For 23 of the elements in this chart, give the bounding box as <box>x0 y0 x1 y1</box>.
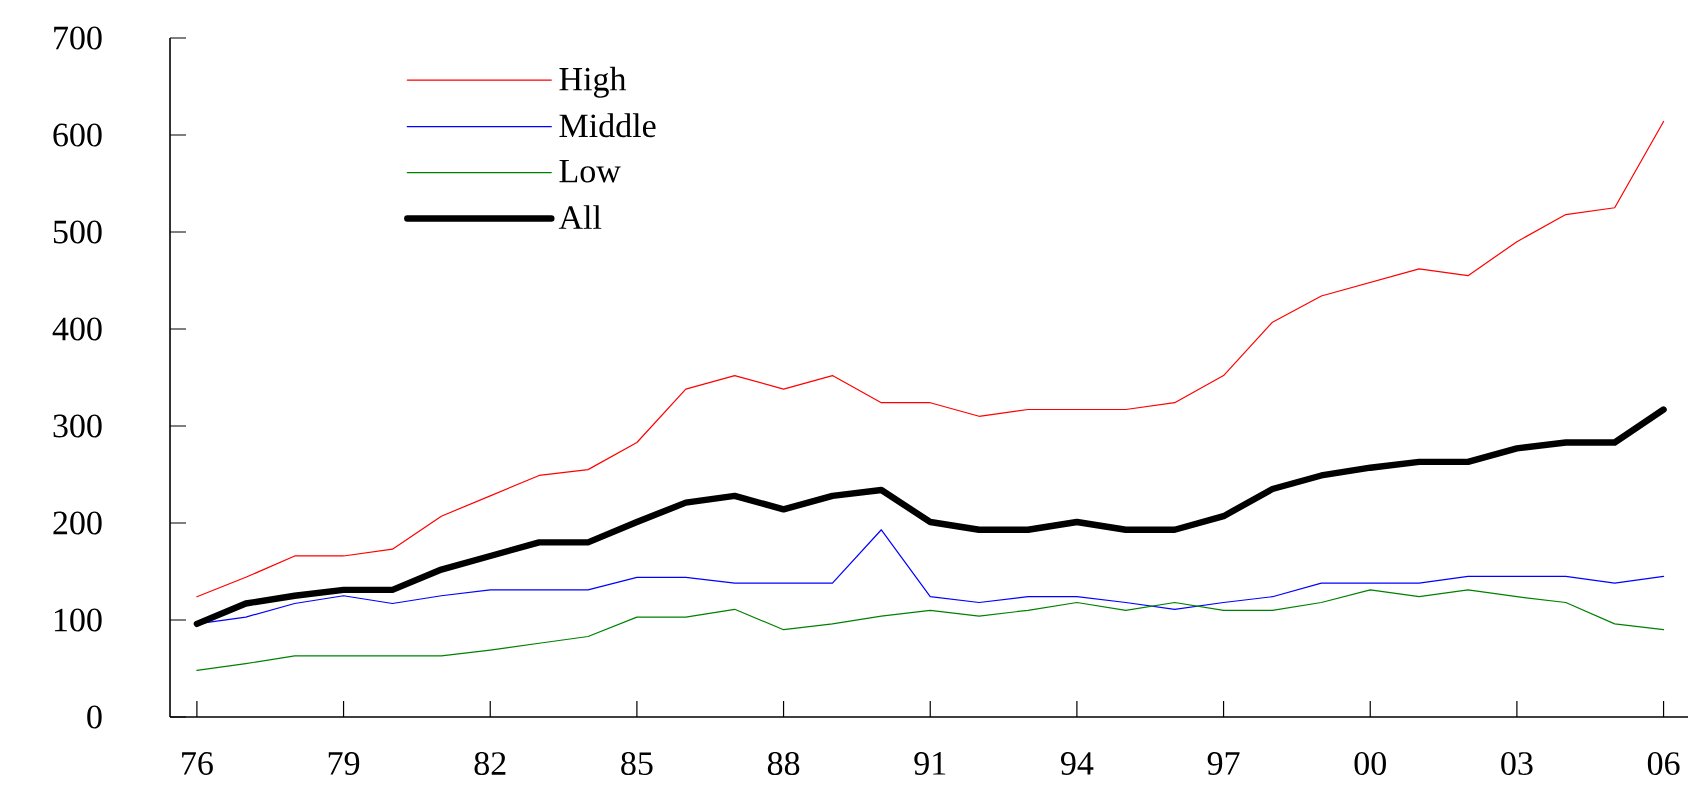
x-tick-label: 06 <box>1647 752 1680 776</box>
y-tick-label: 300 <box>53 414 102 438</box>
legend-label: Low <box>559 159 621 183</box>
x-tick-label: 76 <box>182 752 213 775</box>
x-tick-label: 03 <box>1501 752 1533 776</box>
x-tick-label: 97 <box>1207 752 1240 775</box>
x-tick-label: 00 <box>1354 752 1386 776</box>
x-tick-label: 85 <box>621 752 653 776</box>
y-tick-label: 500 <box>53 220 102 244</box>
y-tick-label: 100 <box>54 608 102 632</box>
legend-label: Middle <box>559 113 656 138</box>
legend-label: High <box>559 66 627 98</box>
x-tick-label: 94 <box>1061 752 1094 775</box>
x-tick-label: 88 <box>767 752 800 776</box>
y-tick-label: 200 <box>53 511 102 535</box>
y-tick-label: 400 <box>52 317 102 341</box>
x-tick-label: 91 <box>914 752 946 775</box>
y-tick-label: 700 <box>54 26 102 50</box>
y-tick-label: 600 <box>53 123 102 147</box>
x-tick-label: 79 <box>328 752 360 775</box>
legend-label: All <box>558 205 602 229</box>
y-tick-label: 0 <box>87 705 102 729</box>
x-tick-label: 82 <box>474 752 506 776</box>
